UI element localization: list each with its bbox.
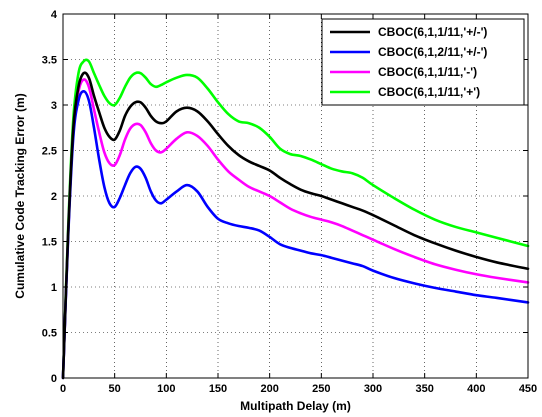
y-axis-label: Cumulative Code Tracking Error (m) xyxy=(13,93,27,298)
axis-ticks: 0 50 100 150 200 250 300 350 400 450 0 0.5 1 1.5 2 2.5 3… xyxy=(42,9,537,395)
series-line-2 xyxy=(61,90,530,380)
x-tick-label: 150 xyxy=(209,383,227,395)
legend-label-4: CBOC(6,1,1/11,'+') xyxy=(378,85,480,99)
y-tick-label: 1.5 xyxy=(42,237,57,249)
x-tick-label: 350 xyxy=(415,383,433,395)
y-tick-label: 0 xyxy=(51,373,57,385)
y-tick-label: 2.5 xyxy=(42,146,57,158)
series-lines xyxy=(61,58,530,380)
x-tick-label: 50 xyxy=(109,383,121,395)
series-line-1 xyxy=(61,71,530,380)
x-tick-label: 100 xyxy=(157,383,175,395)
x-tick-label: 200 xyxy=(260,383,278,395)
x-tick-label: 250 xyxy=(312,383,330,395)
legend-label-1: CBOC(6,1,1/11,'+/-') xyxy=(378,25,487,39)
y-tick-label: 3 xyxy=(51,100,57,112)
series-line-3 xyxy=(61,78,530,380)
y-tick-label: 1 xyxy=(51,282,57,294)
x-tick-label: 300 xyxy=(364,383,382,395)
y-tick-label: 3.5 xyxy=(42,55,57,67)
x-axis-label: Multipath Delay (m) xyxy=(240,399,351,413)
y-tick-label: 4 xyxy=(51,9,58,21)
legend-box xyxy=(321,18,525,106)
x-tick-label: 0 xyxy=(60,383,66,395)
x-tick-label: 400 xyxy=(467,383,485,395)
x-tick-label: 450 xyxy=(519,383,537,395)
y-tick-label: 0.5 xyxy=(42,328,57,340)
series-line-4 xyxy=(61,58,530,380)
y-tick-label: 2 xyxy=(51,191,57,203)
legend-label-2: CBOC(6,1,2/11,'+/-') xyxy=(378,45,487,59)
legend-label-3: CBOC(6,1,1/11,'-') xyxy=(378,65,477,79)
legend: CBOC(6,1,1/11,'+/-') CBOC(6,1,2/11,'+/-')… xyxy=(321,18,525,106)
